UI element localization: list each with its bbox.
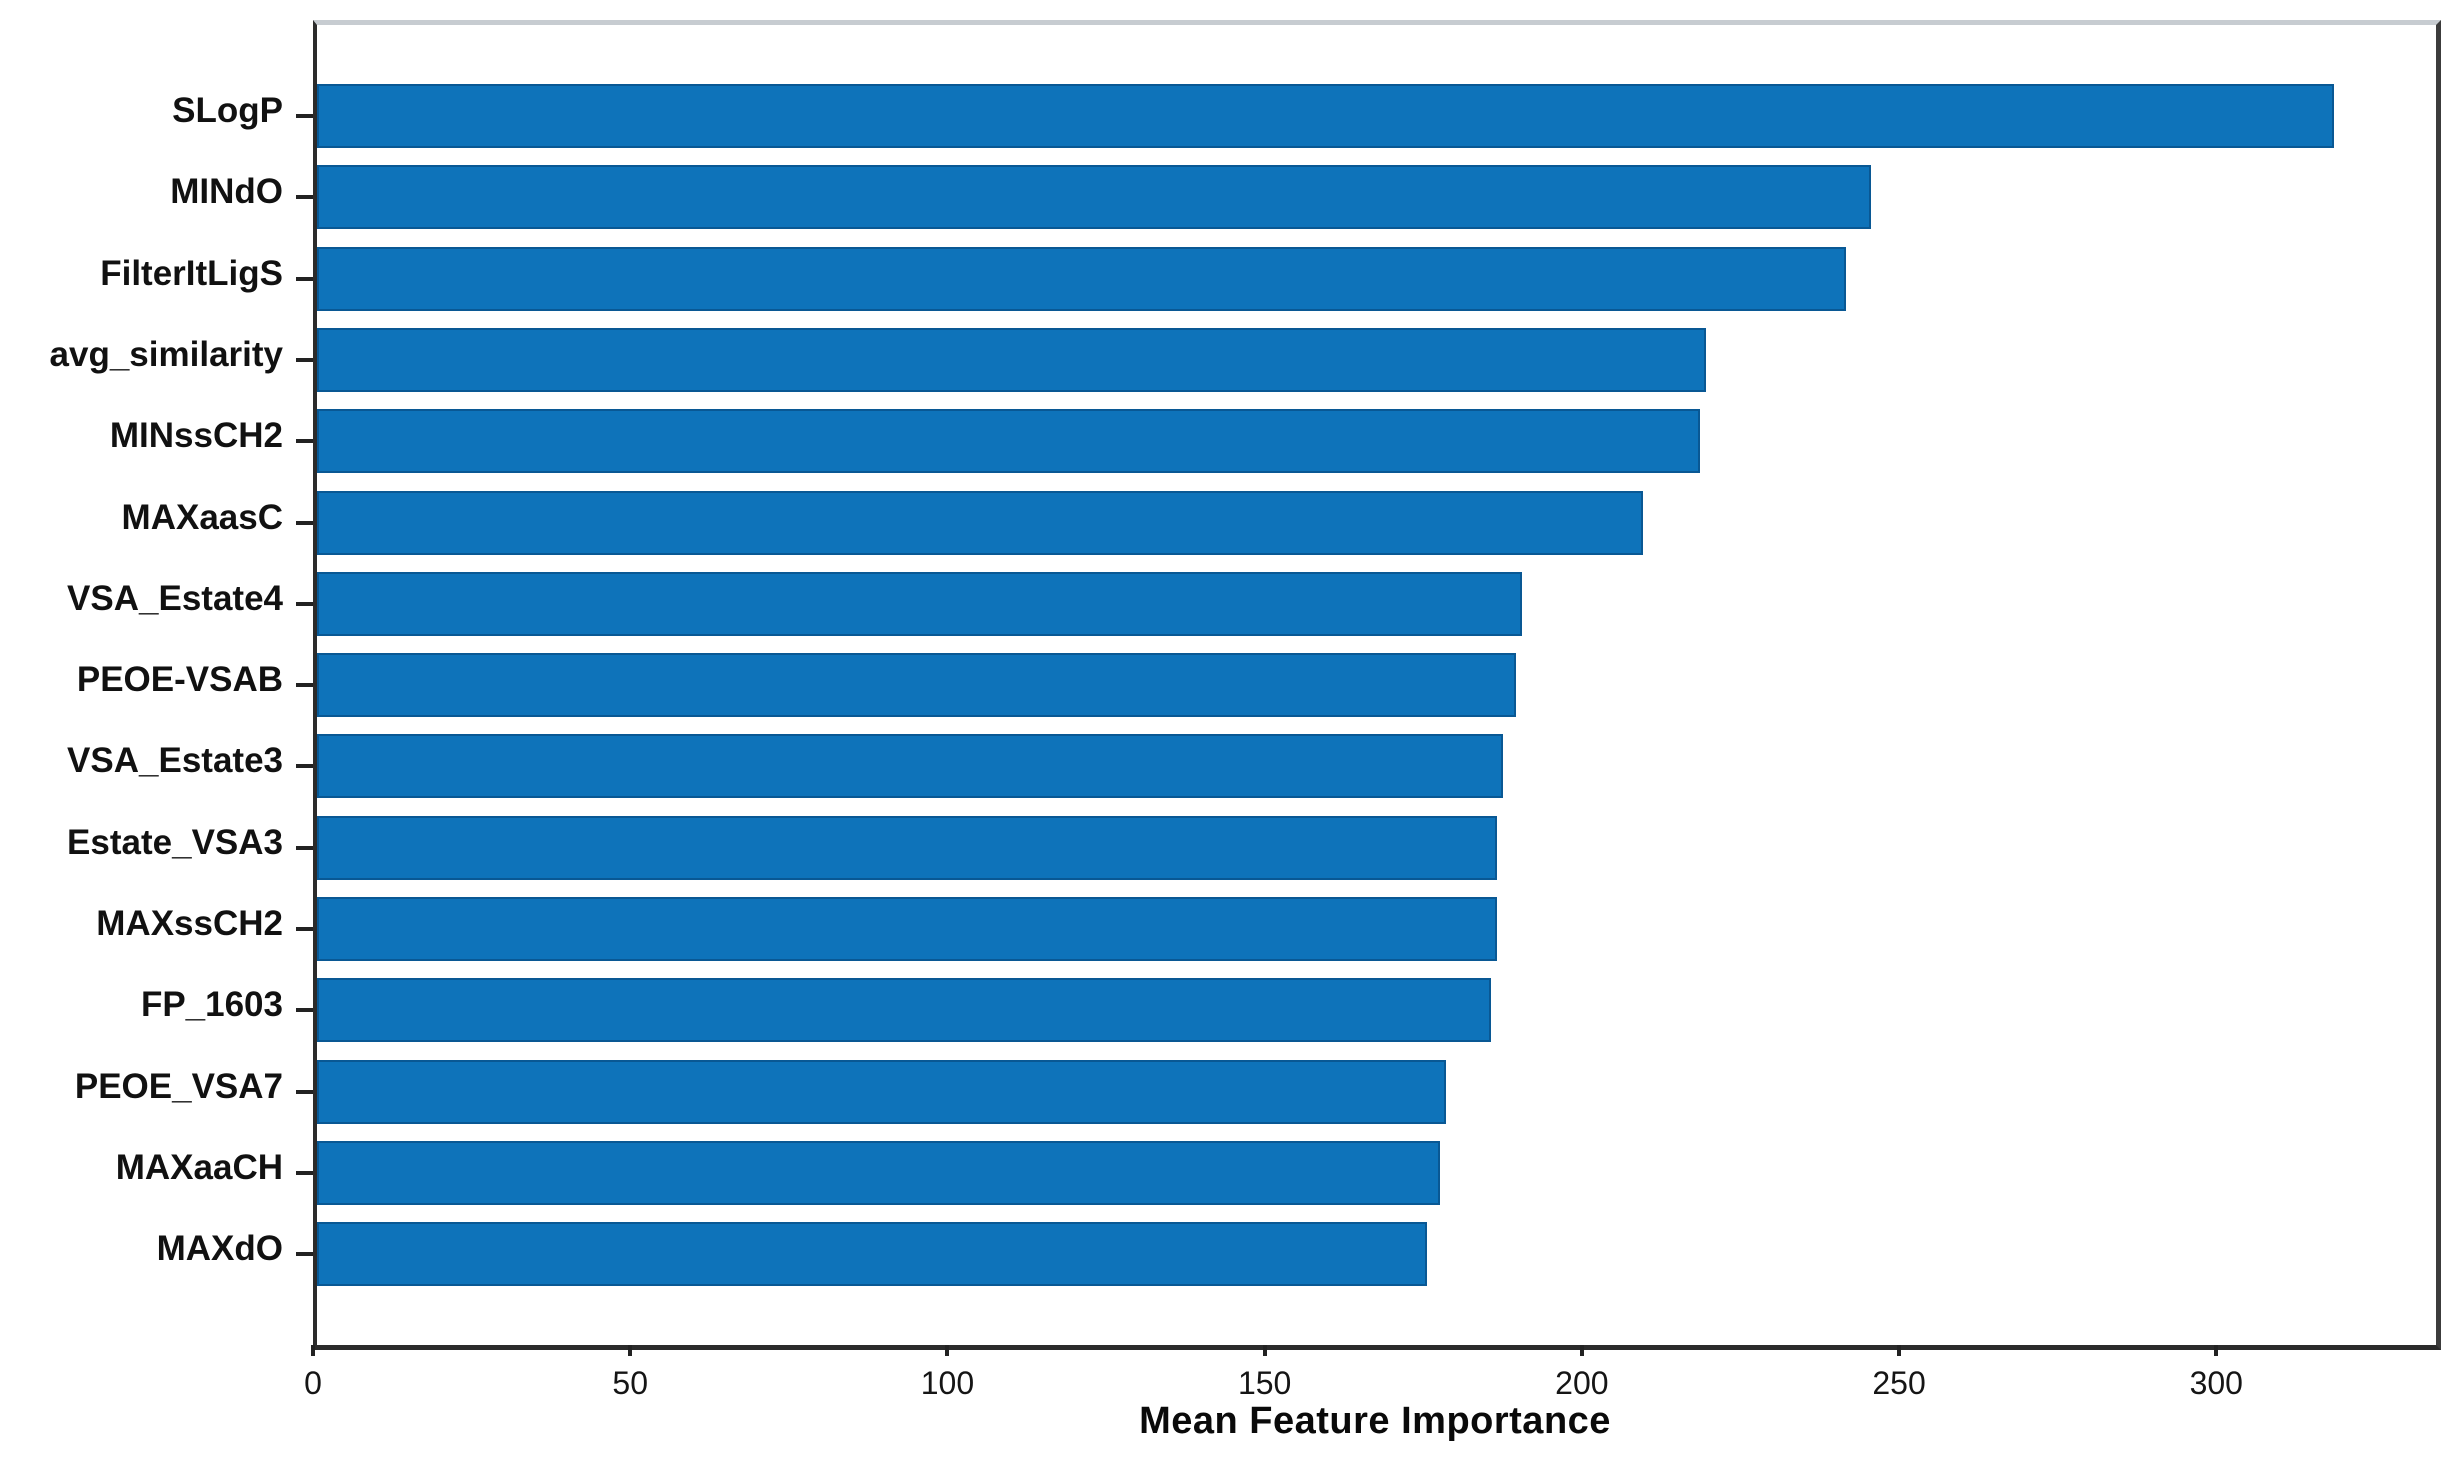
y-tick-label: MAXssCH2 bbox=[96, 904, 283, 943]
bar-avg_similarity bbox=[317, 327, 1707, 392]
y-tick-label: MAXaasC bbox=[121, 497, 283, 537]
bar-MAXaaCH bbox=[317, 1140, 1440, 1205]
y-tick-mark bbox=[296, 927, 313, 931]
x-tick-label: 50 bbox=[612, 1365, 648, 1401]
x-tick-label: 150 bbox=[1237, 1365, 1292, 1401]
y-tick-mark bbox=[296, 1089, 313, 1094]
y-tick-label: FP_1603 bbox=[140, 985, 283, 1025]
y-tick-mark bbox=[296, 1170, 313, 1175]
x-tick-label: 300 bbox=[2189, 1365, 2243, 1401]
y-tick-mark bbox=[296, 845, 313, 850]
x-tick-mark bbox=[945, 1345, 950, 1356]
bar-VSA_Estate4 bbox=[317, 571, 1523, 636]
y-tick-label: Estate_VSA3 bbox=[67, 822, 283, 862]
y-tick-label: FilterItLigS bbox=[100, 253, 283, 293]
y-tick-mark bbox=[296, 276, 313, 281]
x-tick-mark bbox=[628, 1345, 633, 1356]
bar-MINdO bbox=[317, 165, 1872, 230]
bar-VSA_Estate3 bbox=[317, 734, 1504, 799]
y-tick-mark bbox=[296, 520, 313, 525]
y-tick-mark bbox=[296, 195, 313, 200]
y-tick-label: PEOE-VSAB bbox=[76, 660, 283, 700]
bar-PEOE-VSAB bbox=[317, 653, 1517, 718]
x-tick-mark bbox=[2214, 1345, 2219, 1356]
y-tick-mark bbox=[296, 764, 313, 769]
y-tick-label: SLogP bbox=[172, 91, 283, 130]
y-tick-label: MINssCH2 bbox=[109, 416, 283, 456]
x-tick-label: 0 bbox=[304, 1365, 322, 1401]
y-tick-label: MINdO bbox=[170, 172, 283, 212]
x-tick-label: 200 bbox=[1555, 1365, 1609, 1401]
x-tick-label: 250 bbox=[1872, 1365, 1926, 1401]
x-tick-mark bbox=[1897, 1345, 1902, 1356]
bar-MAXaasC bbox=[317, 490, 1643, 555]
bar-FilterItLigS bbox=[317, 246, 1846, 311]
bar-Estate_VSA3 bbox=[317, 815, 1498, 880]
y-tick-label: avg_similarity bbox=[49, 334, 283, 374]
y-tick-mark bbox=[296, 439, 313, 444]
y-tick-mark bbox=[296, 601, 313, 606]
bar-SLogP bbox=[317, 84, 2335, 148]
x-tick-label: 100 bbox=[920, 1365, 975, 1401]
y-tick-label: PEOE_VSA7 bbox=[74, 1066, 283, 1106]
bar-MAXdO bbox=[317, 1222, 1428, 1287]
y-tick-mark bbox=[296, 357, 313, 362]
y-tick-mark bbox=[296, 683, 313, 688]
bar-FP_1603 bbox=[317, 978, 1491, 1043]
x-axis-title: Mean Feature Importance bbox=[1139, 1400, 1611, 1442]
bar-PEOE_VSA7 bbox=[317, 1059, 1447, 1124]
y-tick-mark bbox=[296, 1008, 313, 1013]
bar-MINssCH2 bbox=[317, 409, 1701, 474]
y-tick-label: VSA_Estate4 bbox=[67, 578, 283, 618]
y-tick-label: MAXdO bbox=[156, 1229, 283, 1269]
x-tick-mark bbox=[311, 1345, 315, 1356]
plot-area bbox=[296, 20, 2441, 1350]
bar-MAXssCH2 bbox=[317, 897, 1498, 961]
y-tick-label: VSA_Estate3 bbox=[67, 741, 283, 781]
y-tick-label: MAXaaCH bbox=[115, 1147, 283, 1187]
y-tick-mark bbox=[296, 114, 313, 118]
x-tick-mark bbox=[1579, 1345, 1584, 1356]
x-tick-mark bbox=[1262, 1345, 1267, 1356]
y-tick-mark bbox=[296, 1252, 313, 1257]
